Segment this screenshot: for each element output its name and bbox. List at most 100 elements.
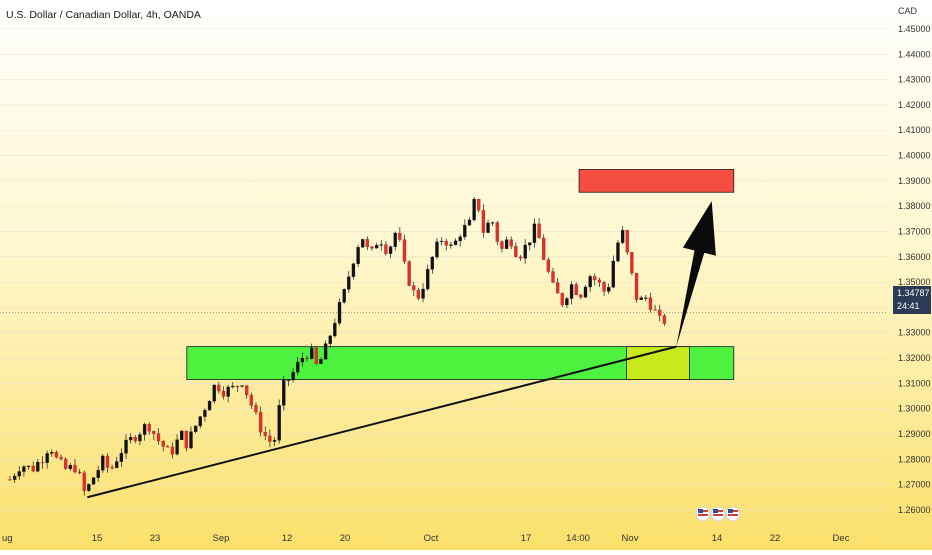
y-tick-label: 1.30000 xyxy=(898,404,931,414)
candle-body xyxy=(310,347,314,359)
candle-body xyxy=(337,301,342,324)
candle-body xyxy=(40,461,45,464)
candle-body xyxy=(365,239,370,247)
x-tick-label: Oct xyxy=(424,533,439,544)
x-tick-label: 22 xyxy=(770,533,781,544)
candle-body xyxy=(226,386,230,397)
candle-body xyxy=(393,232,397,247)
candle-body xyxy=(138,434,142,442)
candle-body xyxy=(328,335,332,344)
candle-body xyxy=(50,452,54,454)
candle-body xyxy=(416,289,421,299)
candle-body xyxy=(402,239,407,262)
candle-body xyxy=(634,272,639,300)
candle-body xyxy=(463,225,467,238)
candle-body xyxy=(504,239,509,249)
candle-body xyxy=(189,431,193,449)
candle-body xyxy=(305,357,309,360)
candle-body xyxy=(342,289,346,303)
candle-body xyxy=(574,284,578,296)
y-tick-label: 1.41000 xyxy=(898,125,931,135)
candle-body xyxy=(607,287,611,292)
flag-stripe xyxy=(728,514,738,516)
candle-body xyxy=(36,461,40,472)
candle-body xyxy=(630,252,634,274)
candle-body xyxy=(8,479,12,481)
y-tick-label: 1.33000 xyxy=(898,328,931,338)
candle-body xyxy=(217,384,221,392)
candle-body xyxy=(119,453,124,462)
candle-body xyxy=(579,294,583,298)
x-tick-label: Dec xyxy=(833,533,850,544)
candle-body xyxy=(198,416,202,427)
candle-body xyxy=(323,343,328,360)
candle-body xyxy=(240,385,244,387)
candle-body xyxy=(133,437,137,442)
candle-body xyxy=(300,357,305,363)
candle-body xyxy=(542,237,546,260)
candle-body xyxy=(272,440,277,442)
candle-body xyxy=(509,239,513,247)
x-tick-label: 20 xyxy=(340,533,351,544)
flag-canton xyxy=(698,509,703,513)
candle-body xyxy=(407,261,411,286)
candle-body xyxy=(59,457,63,460)
candle-body xyxy=(77,471,82,474)
candle-body xyxy=(602,282,606,292)
candle-body xyxy=(444,240,448,246)
x-tick-label: 14 xyxy=(712,533,723,544)
candle-body xyxy=(254,405,258,413)
candle-body xyxy=(296,361,300,373)
candle-body xyxy=(356,247,360,264)
candle-body xyxy=(569,284,574,299)
candle-body xyxy=(245,385,249,396)
y-tick-label: 1.37000 xyxy=(898,226,931,236)
flag-canton xyxy=(713,509,718,513)
flag-canton xyxy=(728,509,733,513)
x-tick-label: 14:00 xyxy=(566,533,590,544)
candle-body xyxy=(45,453,49,463)
y-tick-label: 1.26000 xyxy=(898,505,931,515)
candle-body xyxy=(31,465,35,472)
candle-body xyxy=(64,458,68,469)
candle-body xyxy=(82,472,86,491)
candle-body xyxy=(333,322,337,337)
candle-body xyxy=(620,230,625,243)
event-flag-icon xyxy=(710,506,726,522)
candle-body xyxy=(398,232,402,240)
candle-body xyxy=(388,246,393,254)
candle-body xyxy=(91,477,96,485)
candle-body xyxy=(439,240,444,243)
candle-body xyxy=(593,276,597,281)
candle-body xyxy=(625,230,629,253)
candle-body xyxy=(514,246,518,258)
candle-body xyxy=(616,242,620,262)
candle-body xyxy=(166,446,170,448)
candle-body xyxy=(518,256,523,259)
candle-body xyxy=(458,236,462,242)
y-tick-label: 1.36000 xyxy=(898,252,931,262)
y-tick-label: 1.38000 xyxy=(898,201,931,211)
candle-body xyxy=(361,239,365,248)
candle-body xyxy=(639,297,643,300)
x-tick-label: 15 xyxy=(92,533,103,544)
candle-body xyxy=(374,245,379,249)
candle-body xyxy=(421,288,425,299)
candle-body xyxy=(235,385,240,387)
candle-body xyxy=(481,210,486,233)
candle-body xyxy=(495,222,499,242)
candle-body xyxy=(486,222,490,233)
candle-body xyxy=(551,271,555,283)
y-tick-label: 1.35000 xyxy=(898,277,931,287)
candle-body xyxy=(370,246,374,249)
current-price-tag: 1.34787 24:41 xyxy=(893,286,931,314)
candle-body xyxy=(379,244,383,246)
candle-body xyxy=(523,244,527,259)
candle-body xyxy=(314,347,318,364)
candle-body xyxy=(560,293,564,306)
candle-body xyxy=(207,400,212,411)
candle-body xyxy=(662,315,667,324)
candle-body xyxy=(588,276,592,288)
candle-body xyxy=(426,269,430,290)
